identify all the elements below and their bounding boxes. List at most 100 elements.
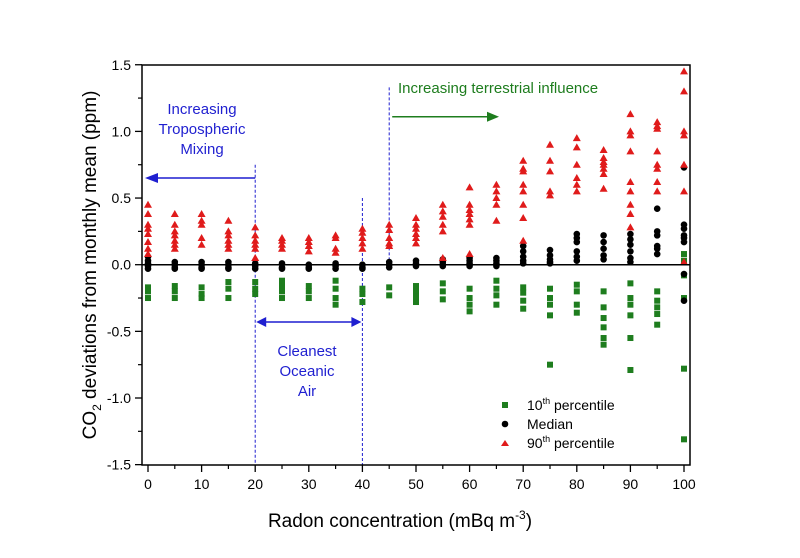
point-90th-percentile <box>653 124 662 132</box>
point-10th-percentile <box>386 292 393 299</box>
point-90th-percentile <box>438 200 447 208</box>
point-10th-percentile <box>439 280 446 287</box>
point-median <box>680 270 688 278</box>
point-10th-percentile <box>681 436 687 443</box>
point-10th-percentile <box>359 291 366 298</box>
svg-text:Tropospheric: Tropospheric <box>159 121 246 138</box>
point-90th-percentile <box>197 220 206 228</box>
point-90th-percentile <box>197 234 206 242</box>
point-90th-percentile <box>626 210 635 218</box>
point-90th-percentile <box>438 207 447 215</box>
y-tick-label: -1.5 <box>107 457 131 473</box>
point-10th-percentile <box>654 297 661 304</box>
point-10th-percentile <box>225 295 232 302</box>
point-10th-percentile <box>547 301 553 308</box>
point-90th-percentile <box>144 230 152 238</box>
svg-text:Mixing: Mixing <box>180 141 223 158</box>
point-median <box>627 230 634 238</box>
point-90th-percentile <box>438 212 447 220</box>
y-tick-label: 1.5 <box>112 57 132 73</box>
point-90th-percentile <box>599 154 608 162</box>
point-90th-percentile <box>626 110 635 118</box>
mixing-arrow-head <box>145 173 158 184</box>
legend-label-90th: 90th percentile <box>527 434 615 451</box>
point-median <box>493 262 500 270</box>
point-median <box>600 232 607 239</box>
point-median <box>573 248 581 255</box>
point-90th-percentile <box>599 184 608 192</box>
point-90th-percentile <box>519 167 528 175</box>
point-10th-percentile <box>413 293 419 300</box>
point-90th-percentile <box>492 200 501 208</box>
point-10th-percentile <box>573 309 580 316</box>
point-median <box>144 265 152 272</box>
point-median <box>546 246 554 254</box>
point-90th-percentile <box>385 226 394 234</box>
point-90th-percentile <box>278 240 286 248</box>
point-median <box>359 265 366 272</box>
point-10th-percentile <box>145 295 151 302</box>
point-90th-percentile <box>465 206 474 214</box>
point-10th-percentile <box>681 251 687 258</box>
point-90th-percentile <box>519 187 528 195</box>
point-90th-percentile <box>144 244 152 252</box>
point-10th-percentile <box>573 301 580 308</box>
point-90th-percentile <box>170 244 179 252</box>
point-90th-percentile <box>572 187 581 195</box>
point-90th-percentile <box>170 220 179 228</box>
x-tick-label: 0 <box>144 476 152 492</box>
point-median <box>653 250 661 258</box>
point-90th-percentile <box>572 174 581 182</box>
point-90th-percentile <box>144 224 152 232</box>
point-90th-percentile <box>144 220 152 228</box>
point-90th-percentile <box>385 242 394 250</box>
point-median <box>225 265 232 272</box>
point-90th-percentile <box>197 240 206 248</box>
point-median <box>653 232 661 239</box>
point-90th-percentile <box>680 67 688 75</box>
point-median <box>519 260 527 267</box>
point-10th-percentile <box>654 288 661 295</box>
point-90th-percentile <box>546 140 554 148</box>
point-90th-percentile <box>680 131 688 139</box>
point-10th-percentile <box>654 321 661 328</box>
point-90th-percentile <box>251 231 260 239</box>
point-90th-percentile <box>599 170 608 178</box>
legend-marker-10th <box>502 402 508 408</box>
legend-marker-median <box>501 420 509 428</box>
point-median <box>198 265 205 272</box>
point-median <box>600 256 607 263</box>
point-90th-percentile <box>170 240 179 248</box>
point-10th-percentile <box>279 288 285 295</box>
point-10th-percentile <box>305 295 312 302</box>
point-10th-percentile <box>493 292 500 299</box>
x-tick-label: 50 <box>408 476 424 492</box>
point-90th-percentile <box>680 258 688 266</box>
point-90th-percentile <box>170 231 179 239</box>
point-median <box>600 245 607 253</box>
svg-text:Increasing: Increasing <box>167 101 236 118</box>
point-median <box>680 225 688 233</box>
point-10th-percentile <box>198 291 205 298</box>
point-90th-percentile <box>599 146 608 154</box>
legend-marker-90th <box>501 440 509 446</box>
point-10th-percentile <box>520 289 527 296</box>
point-90th-percentile <box>197 216 206 224</box>
point-90th-percentile <box>626 200 635 208</box>
point-median <box>600 238 607 246</box>
point-90th-percentile <box>331 244 340 252</box>
point-10th-percentile <box>413 299 419 306</box>
y-tick-label: 0.5 <box>112 190 132 206</box>
point-90th-percentile <box>224 236 233 244</box>
point-10th-percentile <box>145 288 151 295</box>
point-90th-percentile <box>546 187 554 195</box>
point-90th-percentile <box>144 200 152 208</box>
point-90th-percentile <box>304 247 313 255</box>
point-10th-percentile <box>520 284 527 291</box>
point-10th-percentile <box>171 283 178 290</box>
point-90th-percentile <box>465 220 474 228</box>
point-90th-percentile <box>492 216 501 224</box>
point-90th-percentile <box>626 178 635 186</box>
point-90th-percentile <box>519 156 528 164</box>
point-90th-percentile <box>626 187 635 195</box>
